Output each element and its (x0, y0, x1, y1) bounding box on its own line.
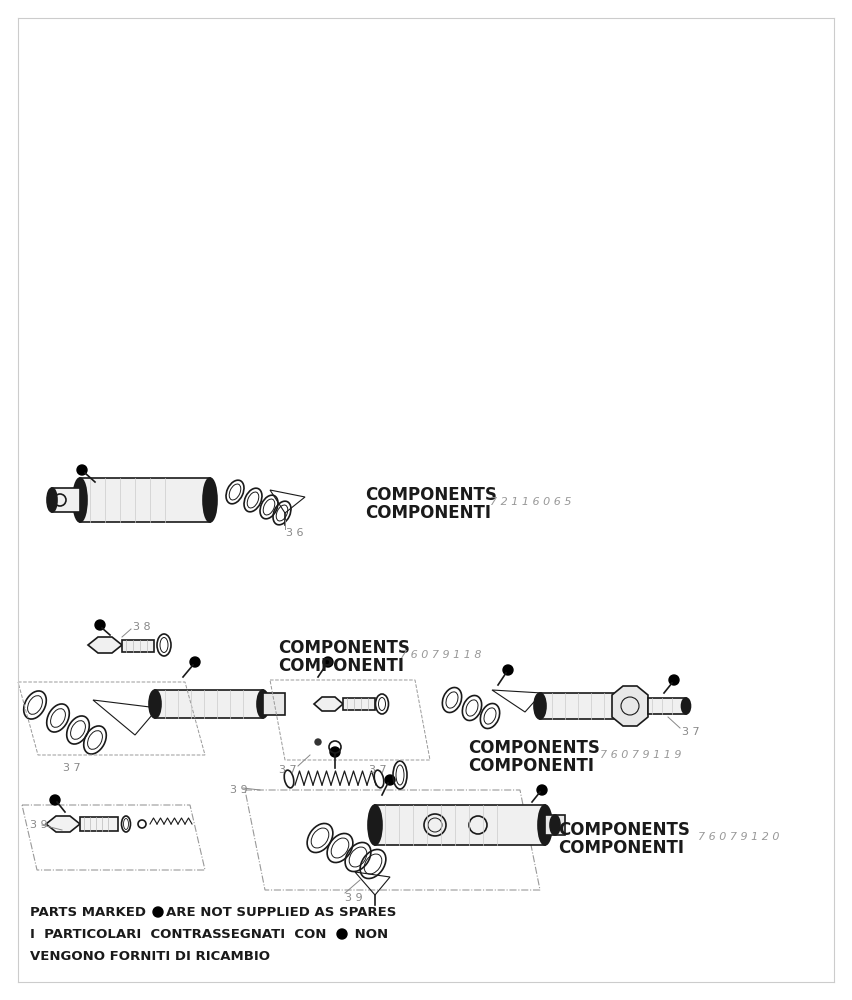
Bar (263, 693, 285, 715)
Bar (155, 690, 263, 718)
Text: 7 6 0 7 9 1 1 8: 7 6 0 7 9 1 1 8 (400, 650, 481, 660)
Ellipse shape (550, 815, 560, 835)
Text: COMPONENTI: COMPONENTI (558, 839, 684, 857)
Ellipse shape (203, 478, 217, 522)
Circle shape (95, 620, 105, 630)
Ellipse shape (73, 478, 87, 522)
Circle shape (503, 665, 513, 675)
Text: 7 6 0 7 9 1 1 9: 7 6 0 7 9 1 1 9 (600, 750, 682, 760)
Text: I  PARTICOLARI  CONTRASSEGNATI  CON: I PARTICOLARI CONTRASSEGNATI CON (30, 928, 331, 940)
Bar (52, 488, 80, 512)
Ellipse shape (257, 690, 269, 718)
Text: COMPONENTS: COMPONENTS (365, 486, 497, 504)
Bar (80, 478, 210, 522)
Bar (343, 698, 375, 710)
Text: NON: NON (350, 928, 389, 940)
Text: 3 6: 3 6 (286, 528, 303, 538)
Text: ARE NOT SUPPLIED AS SPARES: ARE NOT SUPPLIED AS SPARES (166, 906, 396, 918)
Polygon shape (88, 637, 122, 653)
Polygon shape (46, 816, 80, 832)
Polygon shape (612, 686, 648, 726)
Text: 7 2 1 1 6 0 6 5: 7 2 1 1 6 0 6 5 (490, 497, 572, 507)
Polygon shape (314, 697, 343, 711)
Text: VENGONO FORNITI DI RICAMBIO: VENGONO FORNITI DI RICAMBIO (30, 950, 270, 962)
Circle shape (77, 465, 87, 475)
Circle shape (385, 775, 395, 785)
Text: COMPONENTS: COMPONENTS (278, 639, 410, 657)
Text: 3 9: 3 9 (30, 820, 48, 830)
Text: 3 8: 3 8 (133, 622, 151, 632)
Bar (122, 640, 154, 652)
Text: COMPONENTS: COMPONENTS (558, 821, 690, 839)
Text: 3 7: 3 7 (682, 727, 699, 737)
Bar (648, 698, 686, 714)
Circle shape (323, 657, 333, 667)
Circle shape (337, 929, 347, 939)
Text: COMPONENTI: COMPONENTI (365, 504, 491, 522)
Ellipse shape (47, 488, 57, 512)
Circle shape (537, 785, 547, 795)
Text: 3 9: 3 9 (230, 785, 248, 795)
Circle shape (153, 907, 163, 917)
Text: COMPONENTI: COMPONENTI (468, 757, 594, 775)
Bar (375, 805, 545, 845)
Circle shape (190, 657, 200, 667)
Text: 3 7: 3 7 (279, 765, 296, 775)
Text: 7 6 0 7 9 1 2 0: 7 6 0 7 9 1 2 0 (698, 832, 780, 842)
Text: PARTS MARKED: PARTS MARKED (30, 906, 151, 918)
Text: 3 9: 3 9 (345, 893, 363, 903)
Bar (545, 815, 565, 835)
Text: COMPONENTI: COMPONENTI (278, 657, 404, 675)
Circle shape (315, 739, 321, 745)
Circle shape (50, 795, 60, 805)
Circle shape (330, 747, 340, 757)
Circle shape (669, 675, 679, 685)
Ellipse shape (534, 693, 546, 719)
Ellipse shape (149, 690, 161, 718)
Text: COMPONENTS: COMPONENTS (468, 739, 600, 757)
Ellipse shape (538, 805, 552, 845)
Ellipse shape (368, 805, 382, 845)
Bar (80, 817, 118, 831)
Text: 3 7: 3 7 (63, 763, 81, 773)
Text: 3 7: 3 7 (369, 765, 387, 775)
Ellipse shape (682, 698, 690, 714)
Bar (540, 693, 625, 719)
